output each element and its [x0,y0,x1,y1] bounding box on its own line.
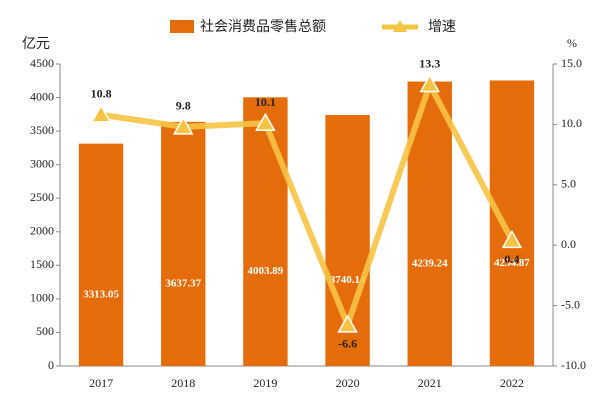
line-value-label: 0.4 [504,252,519,266]
y-tick-label: 1500 [30,257,54,271]
x-tick-label: 2018 [171,376,195,390]
y2-axis-title: % [567,36,577,50]
x-tick-label: 2019 [253,376,277,390]
y2-tick-label: -10.0 [561,358,586,372]
legend-label: 社会消费品零售总额 [200,19,326,35]
line-value-label: 10.1 [255,95,276,109]
bar-value-label: 3313.05 [83,288,119,300]
x-tick-label: 2020 [336,376,360,390]
bar-value-label: 4003.89 [248,265,284,277]
x-tick-label: 2021 [418,376,442,390]
y-tick-label: 2500 [30,190,54,204]
bar [243,97,287,366]
line-value-label: 10.8 [91,86,112,100]
y-tick-label: 4500 [30,56,54,70]
bar [490,80,534,366]
y2-tick-label: 0.0 [561,237,576,251]
line-value-label: 13.3 [419,56,440,70]
y-tick-label: 500 [36,324,54,338]
y2-tick-label: 15.0 [561,56,582,70]
y2-tick-label: 10.0 [561,116,582,130]
legend-label: 增速 [428,19,456,35]
bar-value-label: 4239.24 [412,257,448,269]
bar [161,122,205,366]
y2-tick-label: 5.0 [561,177,576,191]
y-tick-label: 4000 [30,89,54,103]
y-axis-title: 亿元 [22,36,50,52]
line-value-label: 9.8 [176,99,191,113]
y-tick-label: 0 [48,358,54,372]
x-tick-label: 2022 [500,376,524,390]
y-tick-label: 1000 [30,291,54,305]
y-tick-label: 2000 [30,224,54,238]
bar [79,144,123,366]
x-tick-label: 2017 [89,376,113,390]
bar-value-label: 3637.37 [165,277,201,289]
line-value-label: -6.6 [338,337,357,351]
y2-tick-label: -5.0 [561,297,580,311]
y-tick-label: 3500 [30,123,54,137]
y-tick-label: 3000 [30,156,54,170]
legend-swatch [170,20,194,33]
